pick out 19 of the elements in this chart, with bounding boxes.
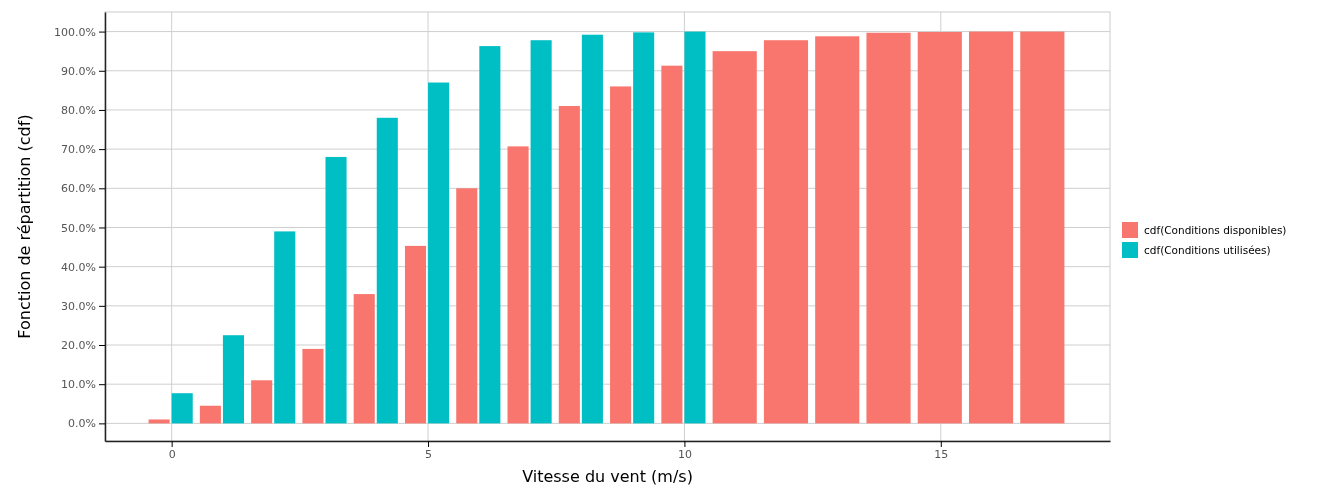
y-tick-label: 60.0% [61, 182, 96, 196]
y-tick-label: 70.0% [61, 143, 96, 157]
x-axis-title: Vitesse du vent (m/s) [522, 467, 693, 486]
legend-label: cdf(Conditions disponibles) [1144, 224, 1287, 236]
x-tick-label: 0 [168, 447, 176, 461]
x-tick-label: 10 [677, 447, 692, 461]
y-tick-label: 10.0% [61, 378, 96, 392]
y-tick-label: 20.0% [61, 339, 96, 353]
x-tick-label: 15 [934, 447, 949, 461]
x-tick-label: 5 [425, 447, 433, 461]
y-tick-label: 100.0% [54, 25, 96, 39]
y-tick-label: 40.0% [61, 260, 96, 274]
y-tick-label: 90.0% [61, 64, 96, 78]
legend-label: cdf(Conditions utilisées) [1144, 244, 1271, 256]
y-axis-title: Fonction de répartition (cdf) [15, 114, 34, 339]
y-tick-label: 30.0% [61, 299, 96, 313]
y-tick-label: 0.0% [68, 417, 96, 431]
y-tick-label: 50.0% [61, 221, 96, 235]
y-tick-label: 80.0% [61, 103, 96, 117]
